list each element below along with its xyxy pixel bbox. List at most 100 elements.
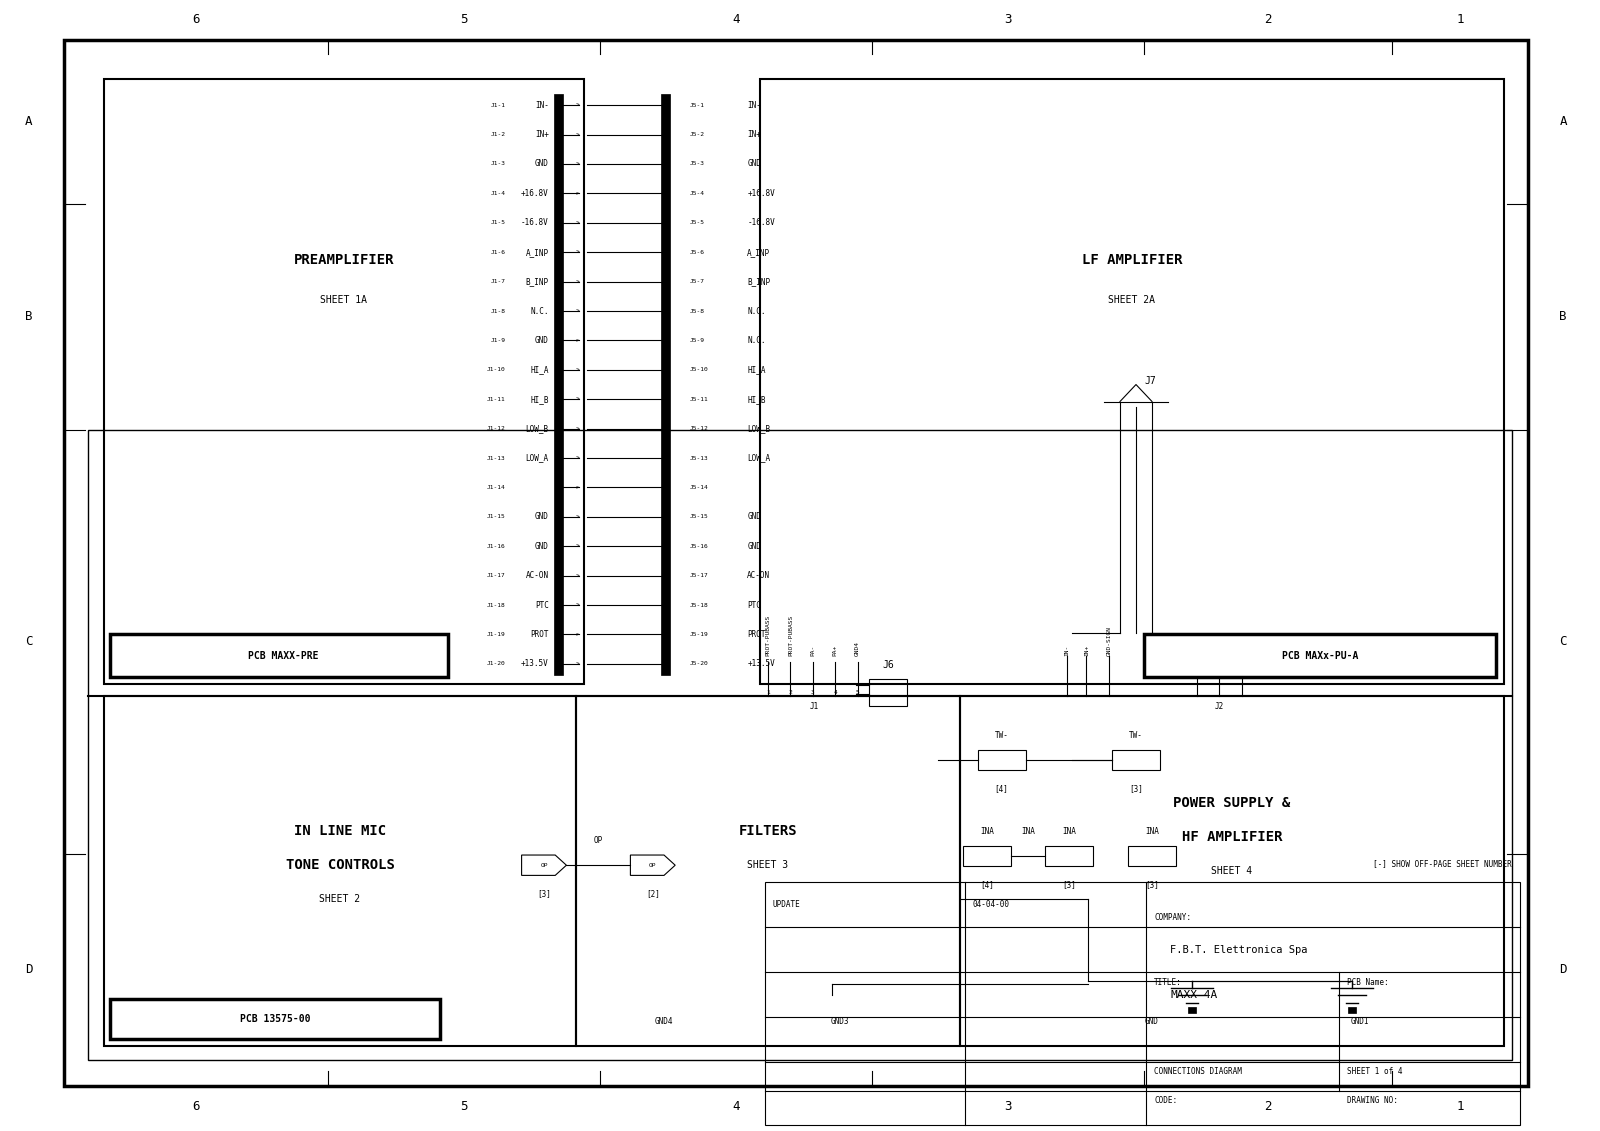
Text: PA+: PA+: [832, 645, 838, 656]
Text: IN-: IN-: [534, 101, 549, 110]
Text: PCB MAXx-PU-A: PCB MAXx-PU-A: [1282, 651, 1358, 661]
Text: GND: GND: [1146, 1017, 1158, 1026]
Text: F.B.T. Elettronica Spa: F.B.T. Elettronica Spa: [1170, 944, 1307, 955]
Text: HI_B: HI_B: [530, 395, 549, 404]
Text: A: A: [1560, 115, 1566, 128]
Text: >: >: [662, 368, 666, 372]
Text: J5-19: J5-19: [690, 632, 709, 637]
Text: SHEET 4: SHEET 4: [1211, 866, 1253, 875]
Text: PCB 13575-00: PCB 13575-00: [240, 1015, 310, 1024]
Text: OP: OP: [650, 863, 656, 867]
Text: 4: 4: [733, 12, 739, 26]
Text: >: >: [662, 544, 666, 549]
Text: IN-: IN-: [747, 101, 762, 110]
Text: C: C: [26, 636, 32, 648]
Text: 6: 6: [192, 1099, 200, 1113]
Text: PTC: PTC: [534, 601, 549, 610]
Text: 1: 1: [1456, 12, 1464, 26]
Text: A: A: [26, 115, 32, 128]
Text: PROT-PUBASS: PROT-PUBASS: [765, 615, 771, 656]
Text: A_INP: A_INP: [526, 248, 549, 257]
Text: +13.5V: +13.5V: [522, 659, 549, 668]
Text: >: >: [576, 515, 579, 519]
Text: J1-9: J1-9: [491, 338, 506, 343]
Text: J1-3: J1-3: [491, 162, 506, 166]
Text: N.C.: N.C.: [747, 307, 766, 316]
Text: J1-7: J1-7: [491, 279, 506, 284]
Text: J6: J6: [882, 661, 894, 670]
Text: 3: 3: [1005, 1099, 1011, 1113]
Text: HF AMPLIFIER: HF AMPLIFIER: [1182, 830, 1282, 844]
Text: >: >: [576, 132, 579, 137]
Text: GND4: GND4: [854, 641, 861, 656]
Polygon shape: [110, 634, 448, 677]
Text: >: >: [576, 191, 579, 196]
Text: INA: INA: [1062, 827, 1075, 836]
Text: SHEET 1A: SHEET 1A: [320, 295, 368, 304]
Text: J5-7: J5-7: [690, 279, 704, 284]
Text: >: >: [576, 456, 579, 460]
Text: SHEET 3: SHEET 3: [747, 861, 789, 870]
Text: DRAWING NO:: DRAWING NO:: [1347, 1096, 1398, 1105]
Text: J5-2: J5-2: [690, 132, 704, 137]
Polygon shape: [554, 94, 563, 675]
Text: >: >: [662, 573, 666, 578]
Text: +16.8V: +16.8V: [522, 189, 549, 198]
Text: >: >: [576, 338, 579, 343]
Text: IN+: IN+: [747, 130, 762, 139]
Polygon shape: [1349, 1007, 1355, 1013]
Text: B_INP: B_INP: [526, 277, 549, 286]
Text: GND4: GND4: [238, 1017, 258, 1026]
Text: B: B: [26, 310, 32, 323]
Text: J5-11: J5-11: [690, 397, 709, 402]
Text: LF AMPLIFIER: LF AMPLIFIER: [1082, 253, 1182, 267]
Text: >: >: [662, 426, 666, 431]
Text: >: >: [662, 515, 666, 519]
Text: PROT-PUBASS: PROT-PUBASS: [787, 615, 794, 656]
Text: -16.8V: -16.8V: [747, 218, 774, 227]
Text: J1-12: J1-12: [486, 426, 506, 431]
Text: J5-4: J5-4: [690, 191, 704, 196]
Text: PREAMPLIFIER: PREAMPLIFIER: [294, 253, 394, 267]
Text: GND1: GND1: [1350, 1017, 1370, 1026]
Text: >: >: [576, 544, 579, 549]
Text: J5-6: J5-6: [690, 250, 704, 254]
Polygon shape: [1144, 634, 1496, 677]
Text: J1-17: J1-17: [486, 573, 506, 578]
Text: PCB MAXX-PRE: PCB MAXX-PRE: [248, 651, 318, 661]
Text: J5-15: J5-15: [690, 515, 709, 519]
Polygon shape: [1189, 1007, 1195, 1013]
Text: J1-20: J1-20: [486, 662, 506, 666]
Text: >: >: [576, 250, 579, 254]
Text: -16.8V: -16.8V: [1194, 633, 1200, 656]
Text: LOW_A: LOW_A: [526, 454, 549, 463]
Text: >: >: [662, 309, 666, 313]
Text: B_INP: B_INP: [747, 277, 770, 286]
Text: GND3: GND3: [830, 1017, 850, 1026]
Polygon shape: [110, 999, 440, 1039]
Text: >: >: [576, 221, 579, 225]
Text: J5-14: J5-14: [690, 485, 709, 490]
Text: D: D: [26, 964, 32, 976]
Text: +16.8V: +16.8V: [1216, 633, 1222, 656]
Text: J1: J1: [810, 702, 819, 711]
Text: J1-19: J1-19: [486, 632, 506, 637]
Text: AC-ON: AC-ON: [747, 571, 770, 580]
Text: >: >: [662, 162, 666, 166]
Text: 3: 3: [811, 690, 814, 694]
Text: J5-5: J5-5: [690, 221, 704, 225]
Text: 1: 1: [766, 690, 770, 694]
Text: >: >: [576, 309, 579, 313]
Polygon shape: [661, 94, 670, 675]
Text: J5-16: J5-16: [690, 544, 709, 549]
Text: LOW_B: LOW_B: [747, 424, 770, 433]
Text: >: >: [662, 221, 666, 225]
Text: >: >: [662, 632, 666, 637]
Text: >: >: [576, 162, 579, 166]
Text: J5-13: J5-13: [690, 456, 709, 460]
Text: 5: 5: [461, 12, 467, 26]
Text: J1-11: J1-11: [486, 397, 506, 402]
Text: SHEET 2: SHEET 2: [320, 895, 360, 904]
Text: TITLE:: TITLE:: [1154, 978, 1182, 987]
Text: N.C.: N.C.: [747, 336, 766, 345]
